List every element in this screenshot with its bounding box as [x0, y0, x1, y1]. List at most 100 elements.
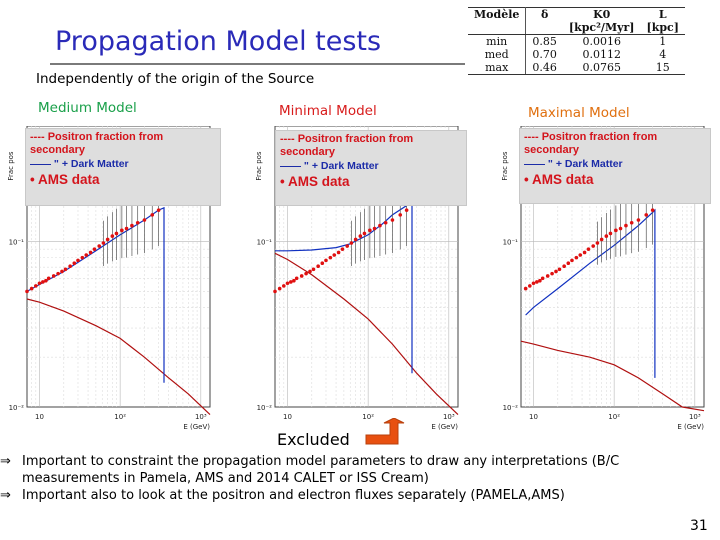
ams-point [404, 208, 409, 212]
dark-matter-line [26, 206, 165, 383]
ams-point [582, 250, 587, 255]
ams-point [629, 220, 634, 225]
implies-icon: ⇒ [0, 454, 11, 469]
param-unit-k0: [kpc²/Myr] [562, 21, 641, 35]
secondary-line [26, 298, 211, 416]
ams-point [101, 241, 106, 245]
ams-point [273, 289, 277, 294]
ams-point [535, 280, 539, 284]
ams-point [299, 274, 304, 278]
ams-point [362, 231, 367, 236]
ams-point [56, 271, 60, 276]
medium-model-plot: 10 10² 10³ 10⁻¹ 10⁻² E (GeV) Frac pos ---- Pos… [5, 125, 221, 431]
table-cell: 15 [640, 61, 685, 75]
ams-point [328, 255, 333, 260]
bullet-item: ⇒ Important to constraint the propagatio… [0, 454, 660, 487]
x-axis-label: E (GeV) [431, 423, 458, 431]
ams-point [353, 237, 358, 242]
legend-ams: • AMS data [30, 172, 100, 187]
ams-point [294, 276, 299, 281]
secondary-line [274, 252, 459, 416]
ams-point [557, 267, 562, 272]
ams-point [76, 258, 80, 263]
table-cell: 0.46 [525, 61, 563, 75]
param-header-l: L [640, 7, 685, 21]
legend-secondary: ---- Positron fraction from secondary [524, 131, 658, 156]
ams-point [644, 213, 649, 217]
ams-point [311, 267, 316, 272]
x-tick-label: 10³ [689, 413, 701, 421]
ams-point [595, 241, 600, 245]
table-cell: 0.0765 [562, 61, 641, 75]
maximal-model-plot: 10 10² 10³ 10⁻¹ 10⁻² E (GeV) Frac pos ---- Pos… [499, 125, 711, 431]
ams-point [562, 264, 566, 269]
implies-icon: ⇒ [0, 488, 11, 503]
ams-point [44, 278, 48, 283]
ams-point [25, 289, 29, 294]
maximal-model-label: Maximal Model [528, 105, 630, 121]
ams-point [523, 286, 528, 291]
ams-point [531, 281, 536, 286]
legend-ams: • AMS data [280, 174, 350, 189]
ams-point [398, 213, 403, 217]
ams-point [340, 247, 345, 251]
ams-point [538, 278, 542, 283]
bullet-list: ⇒ Important to constraint the propagatio… [0, 454, 660, 506]
ams-point [308, 269, 312, 274]
ams-point [114, 231, 119, 236]
y-axis-label: Frac pos [255, 151, 263, 180]
ams-point [110, 234, 115, 238]
ams-point [599, 237, 604, 242]
parameter-table: Modèle δ K0 L [kpc²/Myr] [kpc] min 0.85 … [468, 7, 685, 75]
ams-point [540, 276, 545, 281]
y-tick-label: 10⁻¹ [9, 239, 25, 247]
x-axis-label: E (GeV) [677, 423, 704, 431]
table-cell: med [468, 48, 527, 61]
ams-point [586, 247, 591, 251]
ams-point [105, 237, 110, 242]
ams-point [550, 271, 554, 276]
table-cell: max [468, 61, 527, 75]
ams-point [135, 220, 140, 225]
ams-point [150, 213, 155, 217]
minimal-model-label: Minimal Model [279, 103, 377, 119]
ams-point [574, 255, 579, 260]
param-unit-model [468, 21, 527, 35]
y-tick-label: 10⁻² [503, 404, 519, 412]
ams-point [336, 250, 341, 255]
maximal-model-legend: ---- Positron fraction from secondary ——… [519, 128, 711, 204]
x-tick-label: 10 [283, 413, 292, 421]
ams-point [41, 280, 45, 284]
ams-point [88, 250, 93, 255]
ams-point [282, 284, 286, 288]
ams-point [34, 284, 38, 288]
table-row: max 0.46 0.0765 15 [468, 61, 685, 75]
ams-point [545, 274, 550, 278]
ams-point [614, 228, 618, 233]
table-cell: min [468, 34, 527, 48]
legend-secondary: ---- Positron fraction from secondary [280, 133, 414, 158]
param-header-k0: K0 [562, 7, 641, 21]
x-tick-label: 10 [35, 413, 44, 421]
table-cell: 0.70 [532, 48, 557, 61]
legend-secondary: ---- Positron fraction from secondary [30, 131, 164, 156]
secondary-line [520, 340, 705, 412]
ams-point [51, 274, 56, 278]
ams-point [570, 258, 574, 263]
minimal-model-legend: ---- Positron fraction from secondary ——… [275, 130, 467, 206]
table-cell: 0.85 [532, 35, 557, 48]
table-row: min 0.85 0.0016 1 [468, 34, 685, 48]
ams-point [68, 264, 72, 269]
ams-point [142, 218, 147, 222]
param-unit-delta [525, 21, 563, 35]
ams-point [578, 253, 583, 257]
y-axis-label: Frac pos [501, 151, 509, 180]
y-tick-label: 10⁻² [9, 404, 25, 412]
ams-point [624, 223, 628, 228]
ams-point [372, 226, 377, 231]
excluded-arrow-icon [365, 418, 405, 445]
ams-point [156, 208, 161, 212]
param-header-model: Modèle [468, 7, 527, 21]
bullet-text: Important to constraint the propagation … [22, 454, 620, 486]
table-row: med 0.70 0.0112 4 [468, 48, 685, 61]
